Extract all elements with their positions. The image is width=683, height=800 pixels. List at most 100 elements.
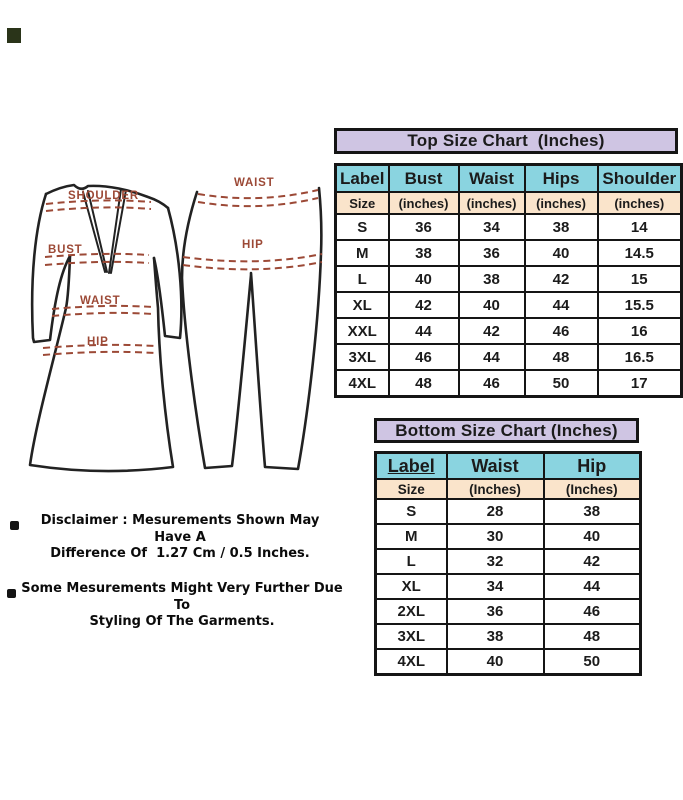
- bullet-icon: [10, 521, 19, 530]
- measurement-cell: 36: [457, 239, 526, 267]
- kurta-drawing: SHOULDER BUST WAIST HIP: [28, 183, 183, 473]
- kurta-waist-label: WAIST: [80, 295, 120, 307]
- size-label-cell: 2XL: [374, 598, 448, 625]
- column-header: Waist: [445, 451, 545, 480]
- size-row: M 30 40: [374, 523, 642, 550]
- kurta-bust-label: BUST: [48, 244, 83, 256]
- size-label-cell: S: [334, 213, 390, 241]
- size-row: 3XL 46 44 48 16.5: [334, 343, 683, 371]
- column-header: Hip: [542, 451, 642, 480]
- measurement-cell: 28: [445, 498, 545, 525]
- measurement-cell: 38: [445, 623, 545, 650]
- measurement-cell: 44: [387, 317, 460, 345]
- size-row: S 36 34 38 14: [334, 213, 683, 241]
- measurement-cell: 46: [542, 598, 642, 625]
- measurement-cell: 40: [523, 239, 599, 267]
- measurement-cell: 14: [596, 213, 683, 241]
- measurement-cell: 42: [542, 548, 642, 575]
- measurement-cell: 42: [457, 317, 526, 345]
- column-header: Label: [334, 163, 390, 193]
- size-label-cell: 3XL: [334, 343, 390, 371]
- column-header: Waist: [457, 163, 526, 193]
- measurement-cell: 44: [457, 343, 526, 371]
- measurement-cell: 38: [523, 213, 599, 241]
- measurement-cell: 42: [523, 265, 599, 293]
- column-subheader: (Inches): [542, 478, 642, 500]
- subheader-row: Size (Inches) (Inches): [374, 478, 642, 500]
- disclaimer-text-1: Disclaimer : Mesurements Shown May Have …: [40, 513, 320, 561]
- measurement-cell: 36: [445, 598, 545, 625]
- measurement-cell: 48: [387, 369, 460, 398]
- bottom-size-chart-table: Label Waist Hip Size (Inches) (Inches) S 28 38 M 3…: [374, 451, 642, 676]
- pants-drawing: WAIST HIP: [180, 177, 323, 471]
- size-label-cell: S: [374, 498, 448, 525]
- column-subheader: (inches): [457, 191, 526, 215]
- top-size-chart-table: Label Bust Waist Hips Shoulder Size (inches) (i…: [334, 163, 683, 398]
- size-row: 2XL 36 46: [374, 598, 642, 625]
- measurement-cell: 34: [457, 213, 526, 241]
- size-label-cell: L: [374, 548, 448, 575]
- size-row: 4XL 48 46 50 17: [334, 369, 683, 398]
- size-label-cell: M: [374, 523, 448, 550]
- measurement-cell: 50: [542, 648, 642, 676]
- size-row: 4XL 40 50: [374, 648, 642, 676]
- size-row: L 40 38 42 15: [334, 265, 683, 293]
- measurement-cell: 38: [457, 265, 526, 293]
- header-row: Label Waist Hip: [374, 451, 642, 480]
- measurement-cell: 16.5: [596, 343, 683, 371]
- size-label-cell: 4XL: [374, 648, 448, 676]
- column-subheader: (inches): [596, 191, 683, 215]
- measurement-cell: 40: [387, 265, 460, 293]
- size-row: L 32 42: [374, 548, 642, 575]
- measurement-cell: 17: [596, 369, 683, 398]
- garment-measurement-diagram: SHOULDER BUST WAIST HIP WAIST HIP: [28, 177, 323, 473]
- size-label-cell: L: [334, 265, 390, 293]
- measurement-cell: 46: [387, 343, 460, 371]
- size-label-cell: XL: [374, 573, 448, 600]
- column-header: Label: [374, 451, 448, 480]
- measurement-cell: 34: [445, 573, 545, 600]
- measurement-cell: 48: [542, 623, 642, 650]
- size-row: XL 34 44: [374, 573, 642, 600]
- measurement-cell: 46: [523, 317, 599, 345]
- size-row: XXL 44 42 46 16: [334, 317, 683, 345]
- bullet-icon: [7, 589, 16, 598]
- size-label-cell: 3XL: [374, 623, 448, 650]
- measurement-cell: 15: [596, 265, 683, 293]
- column-subheader: Size: [334, 191, 390, 215]
- measurement-cell: 48: [523, 343, 599, 371]
- subheader-row: Size (inches) (inches) (inches) (inches): [334, 191, 683, 215]
- column-subheader: (inches): [523, 191, 599, 215]
- kurta-shoulder-label: SHOULDER: [68, 190, 139, 202]
- measurement-cell: 38: [542, 498, 642, 525]
- column-subheader: (inches): [387, 191, 460, 215]
- measurement-cell: 50: [523, 369, 599, 398]
- measurement-cell: 14.5: [596, 239, 683, 267]
- kurta-hip-label: HIP: [87, 336, 109, 348]
- measurement-cell: 30: [445, 523, 545, 550]
- column-subheader: (Inches): [445, 478, 545, 500]
- measurement-cell: 44: [542, 573, 642, 600]
- measurement-cell: 46: [457, 369, 526, 398]
- measurement-cell: 32: [445, 548, 545, 575]
- measurement-cell: 15.5: [596, 291, 683, 319]
- size-label-cell: M: [334, 239, 390, 267]
- measurement-cell: 36: [387, 213, 460, 241]
- measurement-cell: 42: [387, 291, 460, 319]
- measurement-cell: 40: [457, 291, 526, 319]
- column-header: Shoulder: [596, 163, 683, 193]
- size-label-cell: 4XL: [334, 369, 390, 398]
- measurement-cell: 40: [542, 523, 642, 550]
- pants-hip-label: HIP: [242, 239, 264, 251]
- size-row: S 28 38: [374, 498, 642, 525]
- bottom-size-chart-title: Bottom Size Chart (Inches): [374, 418, 639, 443]
- corner-mark: [7, 28, 21, 43]
- measurement-cell: 44: [523, 291, 599, 319]
- pants-waist-label: WAIST: [234, 177, 274, 189]
- size-label-cell: XXL: [334, 317, 390, 345]
- measurement-cell: 38: [387, 239, 460, 267]
- column-header: Hips: [523, 163, 599, 193]
- header-row: Label Bust Waist Hips Shoulder: [334, 163, 683, 193]
- disclaimer-text-2: Some Mesurements Might Very Further Due …: [21, 581, 343, 629]
